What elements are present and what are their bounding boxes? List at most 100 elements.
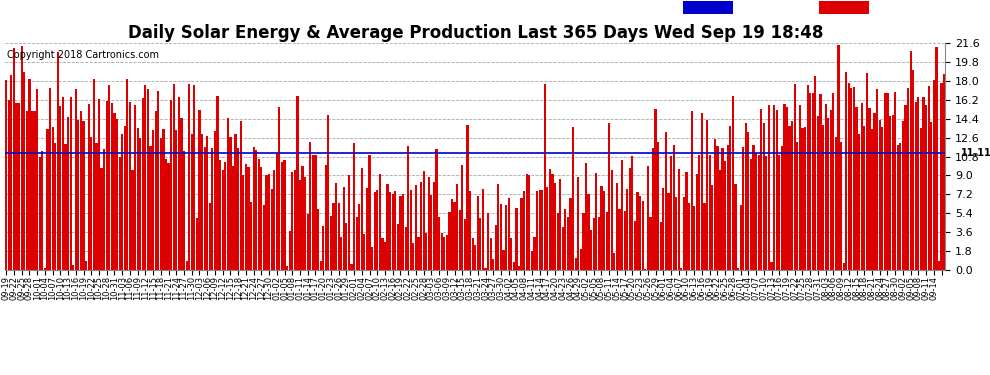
Bar <box>476 196 479 270</box>
Bar <box>137 128 139 270</box>
Bar <box>593 217 595 270</box>
Bar <box>469 191 471 270</box>
Bar <box>450 200 453 270</box>
Bar <box>479 218 481 270</box>
Bar <box>16 103 18 270</box>
Bar <box>505 205 507 270</box>
Bar <box>209 202 211 270</box>
Bar <box>392 194 394 270</box>
Bar <box>722 148 724 270</box>
Bar <box>389 192 391 270</box>
Text: Copyright 2018 Cartronics.com: Copyright 2018 Cartronics.com <box>7 50 158 60</box>
Bar <box>838 45 840 270</box>
Bar <box>664 132 667 270</box>
Bar <box>943 74 945 270</box>
Bar <box>564 209 566 270</box>
Bar <box>320 261 322 270</box>
Bar <box>322 226 325 270</box>
Bar <box>492 259 494 270</box>
Bar <box>747 132 749 270</box>
Bar <box>933 80 935 270</box>
Bar <box>142 98 144 270</box>
Bar <box>704 202 706 270</box>
Bar <box>178 97 180 270</box>
Bar <box>93 78 95 270</box>
Bar <box>559 179 561 270</box>
Bar <box>425 233 428 270</box>
Bar <box>691 111 693 270</box>
Bar <box>928 86 930 270</box>
Bar <box>296 96 299 270</box>
Bar <box>358 204 360 270</box>
Bar <box>567 217 569 270</box>
Bar <box>18 103 20 270</box>
Bar <box>868 108 870 270</box>
Bar <box>366 188 368 270</box>
Bar <box>5 80 7 270</box>
Bar <box>518 266 520 270</box>
Bar <box>36 89 39 270</box>
Bar <box>912 70 915 270</box>
Bar <box>59 106 61 270</box>
Bar <box>662 188 664 270</box>
Bar <box>268 174 270 270</box>
Bar <box>881 127 883 270</box>
Bar <box>193 85 195 270</box>
Bar <box>523 191 526 270</box>
Bar <box>441 233 443 270</box>
Bar <box>778 155 780 270</box>
Bar <box>812 93 814 270</box>
Bar <box>328 115 330 270</box>
Bar <box>657 142 659 270</box>
Bar <box>548 169 551 270</box>
Bar <box>744 123 746 270</box>
Bar <box>98 99 100 270</box>
Bar <box>237 148 240 270</box>
Bar <box>379 174 381 270</box>
Bar <box>724 162 727 270</box>
Bar <box>235 134 237 270</box>
Bar <box>108 85 111 270</box>
Bar <box>463 219 466 270</box>
Bar <box>278 107 280 270</box>
Bar <box>249 202 252 270</box>
Title: Daily Solar Energy & Average Production Last 365 Days Wed Sep 19 18:48: Daily Solar Energy & Average Production … <box>128 24 823 42</box>
Bar <box>765 156 767 270</box>
Bar <box>879 120 881 270</box>
Bar <box>936 48 938 270</box>
Bar <box>526 174 528 270</box>
Bar <box>775 110 778 270</box>
Bar <box>405 226 407 270</box>
Bar <box>217 96 219 270</box>
Bar <box>770 262 772 270</box>
Bar <box>283 160 286 270</box>
Bar <box>762 123 765 270</box>
Bar <box>508 198 510 270</box>
Bar <box>925 105 928 270</box>
Bar <box>907 88 909 270</box>
Bar <box>100 168 103 270</box>
Bar <box>796 142 798 270</box>
Bar <box>288 231 291 270</box>
Bar <box>577 177 579 270</box>
Bar <box>587 194 590 270</box>
Bar <box>252 147 254 270</box>
Bar <box>531 251 533 270</box>
Bar <box>172 84 175 270</box>
Bar <box>709 155 711 270</box>
Bar <box>49 88 51 270</box>
Bar <box>304 177 306 270</box>
Bar <box>21 46 23 270</box>
Bar <box>67 117 69 270</box>
Bar <box>206 136 208 270</box>
Bar <box>154 111 156 270</box>
Bar <box>255 150 257 270</box>
Bar <box>688 202 690 270</box>
Bar <box>74 89 77 270</box>
Bar <box>536 190 539 270</box>
Bar <box>632 156 634 270</box>
Bar <box>889 116 891 270</box>
Bar <box>706 120 708 270</box>
Bar <box>26 111 28 270</box>
Bar <box>757 155 759 270</box>
